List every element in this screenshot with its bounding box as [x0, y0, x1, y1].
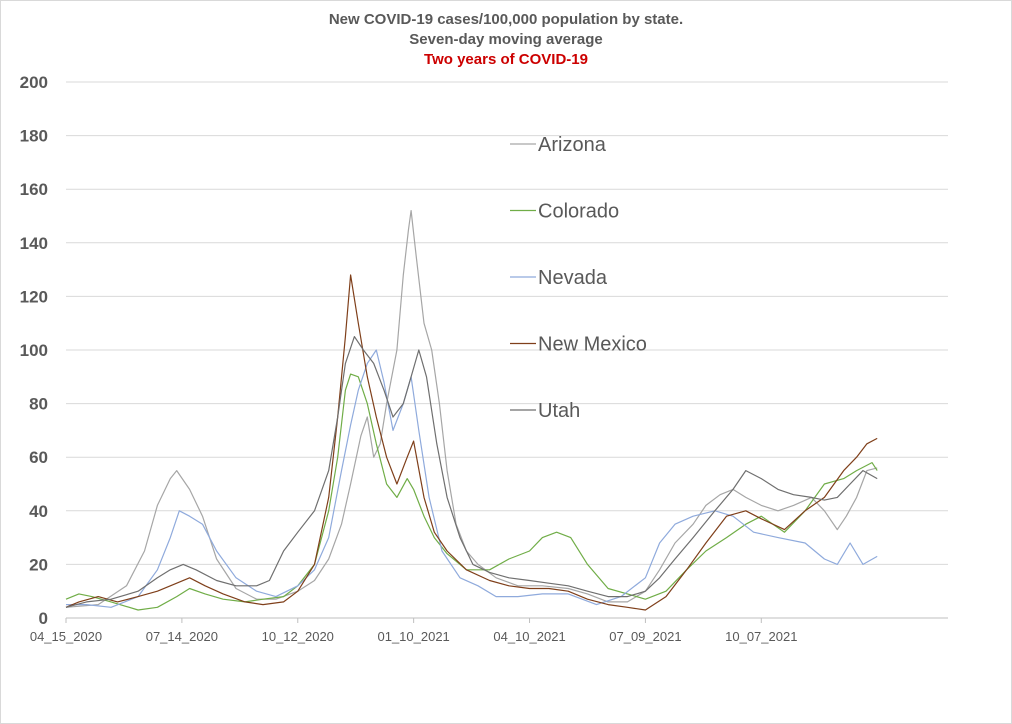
legend-label: Arizona: [538, 134, 607, 156]
chart-title: New COVID-19 cases/100,000 population by…: [328, 11, 684, 28]
legend: Arizona Colorado Nevada New Mexico Utah: [510, 134, 647, 422]
series-lines: [65, 210, 878, 611]
y-tick-label: 20: [29, 555, 48, 574]
y-tick-label: 100: [20, 341, 48, 360]
chart-subtitle: Seven-day moving average: [409, 31, 603, 48]
legend-label: Colorado: [538, 201, 619, 223]
x-tick-label: 04_10_2021: [493, 629, 565, 644]
x-tick-label: 04_15_2020: [30, 629, 102, 644]
legend-label: New Mexico: [538, 334, 647, 356]
x-axis: 04_15_2020 07_14_2020 10_12_2020 01_10_2021…: [30, 618, 797, 644]
x-tick-label: 07_09_2021: [609, 629, 681, 644]
x-tick-label: 10_07_2021: [725, 629, 797, 644]
y-tick-label: 200: [20, 73, 48, 92]
y-tick-label: 40: [29, 502, 48, 521]
series-line-nevada: [66, 349, 878, 608]
legend-label: Utah: [538, 400, 580, 422]
series-line-new-mexico: [65, 274, 878, 611]
y-tick-label: 120: [20, 287, 48, 306]
y-tick-label: 180: [20, 127, 48, 146]
y-axis: 0 20 40 60 80 100 120 140 160 180 200: [20, 73, 48, 628]
y-tick-label: 140: [20, 234, 48, 253]
y-tick-label: 60: [29, 448, 48, 467]
legend-label: Nevada: [538, 267, 608, 289]
series-line-arizona: [65, 210, 878, 608]
x-tick-label: 10_12_2020: [262, 629, 334, 644]
x-tick-label: 01_10_2021: [377, 629, 449, 644]
chart-titles: New COVID-19 cases/100,000 population by…: [0, 10, 1012, 70]
series-line-colorado: [65, 373, 878, 611]
y-tick-label: 0: [39, 609, 48, 628]
y-tick-label: 160: [20, 180, 48, 199]
series-line-utah: [65, 336, 878, 608]
y-tick-label: 80: [29, 395, 48, 414]
chart-subtitle-red: Two years of COVID-19: [424, 51, 588, 68]
x-tick-label: 07_14_2020: [146, 629, 218, 644]
gridlines: [66, 81, 948, 619]
